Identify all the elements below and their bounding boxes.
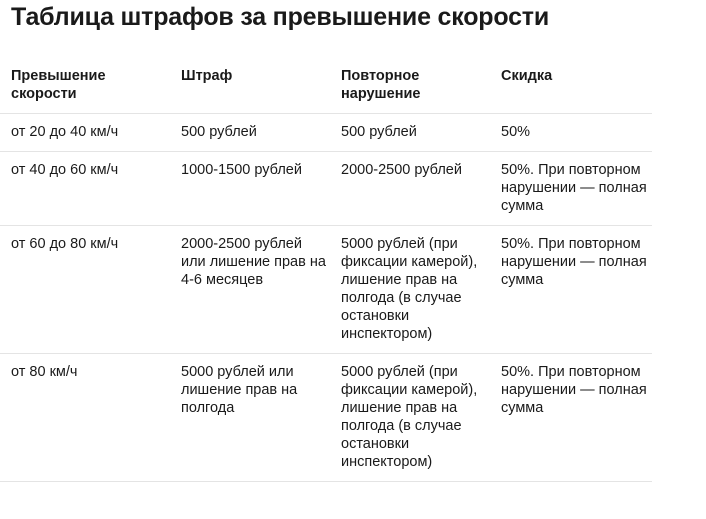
cell-fine: 5000 рублей или лишение прав на полгода — [170, 353, 330, 482]
table-row: от 80 км/ч 5000 рублей или лишение прав … — [0, 353, 652, 482]
table-row: от 40 до 60 км/ч 1000-1500 рублей 2000-2… — [0, 151, 652, 226]
fines-table: Превышение скорости Штраф Повторное нару… — [0, 64, 652, 482]
cell-discount: 50%. При повторном нарушении — полная су… — [490, 151, 652, 226]
cell-speed-excess: от 40 до 60 км/ч — [0, 151, 170, 226]
page-title: Таблица штрафов за превышение скорости — [11, 3, 550, 31]
cell-repeat-violation: 5000 рублей (при фиксации камерой), лише… — [330, 353, 490, 482]
table-row: от 20 до 40 км/ч 500 рублей 500 рублей 5… — [0, 113, 652, 152]
cell-discount: 50%. При повторном нарушении — полная су… — [490, 353, 652, 482]
header-repeat-violation: Повторное нарушение — [330, 64, 490, 114]
cell-repeat-violation: 500 рублей — [330, 113, 490, 152]
header-row: Превышение скорости Штраф Повторное нару… — [0, 64, 652, 114]
cell-discount: 50% — [490, 113, 652, 152]
cell-fine: 1000-1500 рублей — [170, 151, 330, 226]
cell-repeat-violation: 5000 рублей (при фиксации камерой), лише… — [330, 225, 490, 354]
header-discount: Скидка — [490, 64, 652, 114]
cell-speed-excess: от 60 до 80 км/ч — [0, 225, 170, 354]
cell-speed-excess: от 20 до 40 км/ч — [0, 113, 170, 152]
cell-fine: 500 рублей — [170, 113, 330, 152]
header-speed-excess: Превышение скорости — [0, 64, 170, 114]
cell-fine: 2000-2500 рублей или лишение прав на 4-6… — [170, 225, 330, 354]
table-body: от 20 до 40 км/ч 500 рублей 500 рублей 5… — [0, 113, 652, 482]
cell-speed-excess: от 80 км/ч — [0, 353, 170, 482]
cell-repeat-violation: 2000-2500 рублей — [330, 151, 490, 226]
table-header: Превышение скорости Штраф Повторное нару… — [0, 64, 652, 114]
header-fine: Штраф — [170, 64, 330, 114]
cell-discount: 50%. При повторном нарушении — полная су… — [490, 225, 652, 354]
table-row: от 60 до 80 км/ч 2000-2500 рублей или ли… — [0, 225, 652, 354]
